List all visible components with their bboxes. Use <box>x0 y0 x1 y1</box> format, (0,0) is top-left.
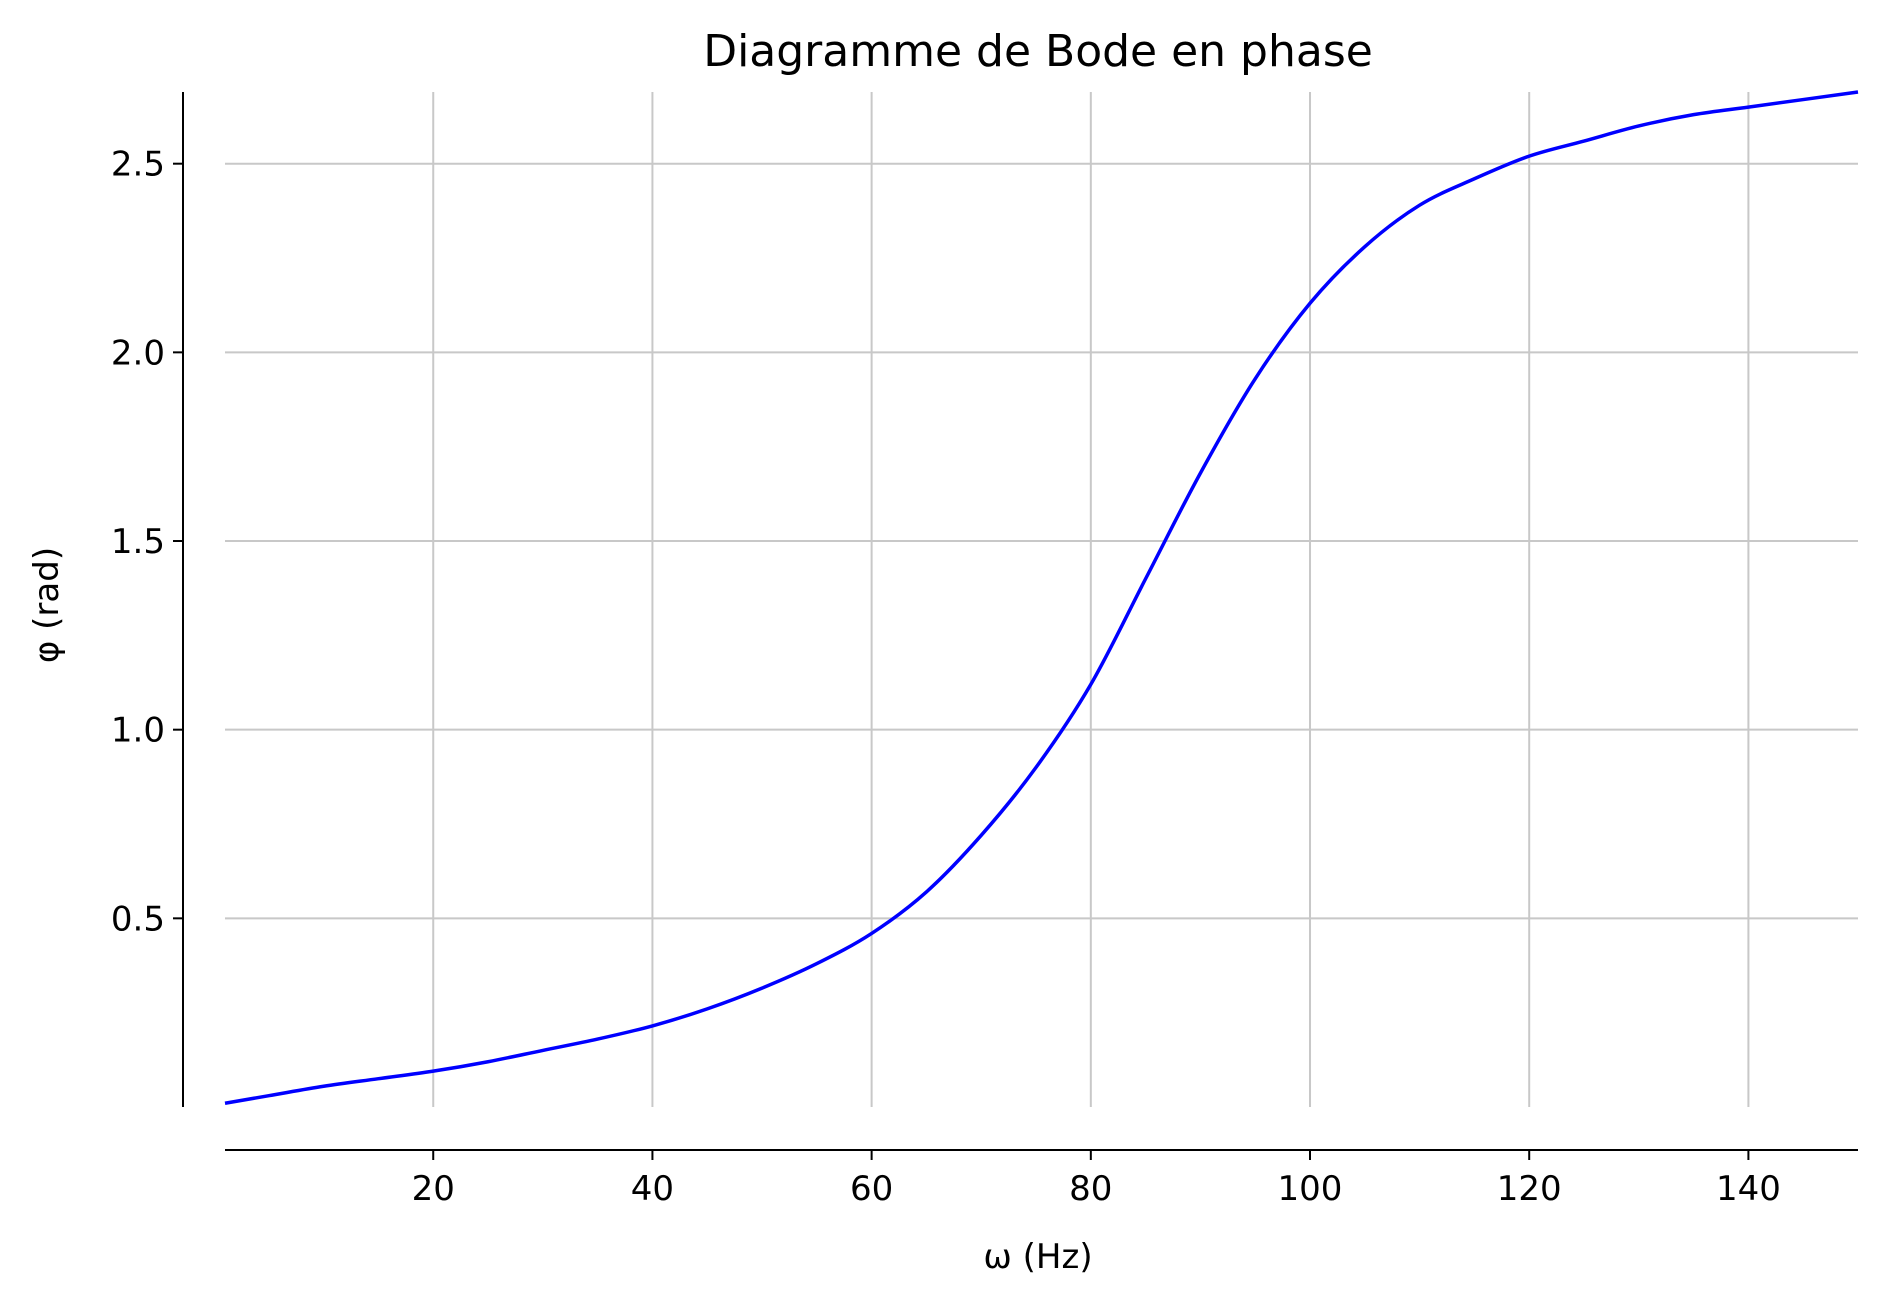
y-tick-label: 1.5 <box>111 522 165 562</box>
phase-series-line <box>224 90 1859 1105</box>
y-tick-label: 2.5 <box>111 145 165 185</box>
ticks: 20 40 60 80 100 120 140 0.5 1.0 1.5 2.0 2.5 <box>111 145 1781 1209</box>
y-tick-label: 2.0 <box>111 333 165 373</box>
x-tick-label: 140 <box>1716 1169 1781 1209</box>
x-tick-label: 60 <box>850 1169 893 1209</box>
x-tick-label: 40 <box>631 1169 674 1209</box>
x-axis-label: ω (Hz) <box>983 1237 1092 1277</box>
x-tick-label: 20 <box>412 1169 455 1209</box>
y-tick-label: 1.0 <box>111 711 165 751</box>
x-tick-label: 80 <box>1069 1169 1112 1209</box>
axes <box>182 92 1858 1151</box>
x-tick-label: 120 <box>1497 1169 1562 1209</box>
chart-title: Diagramme de Bode en phase <box>703 26 1373 77</box>
grid <box>225 92 1858 1107</box>
x-tick-label: 100 <box>1278 1169 1343 1209</box>
y-axis-label: φ (rad) <box>27 547 67 663</box>
series-layer <box>224 90 1859 1105</box>
y-tick-label: 0.5 <box>111 899 165 939</box>
